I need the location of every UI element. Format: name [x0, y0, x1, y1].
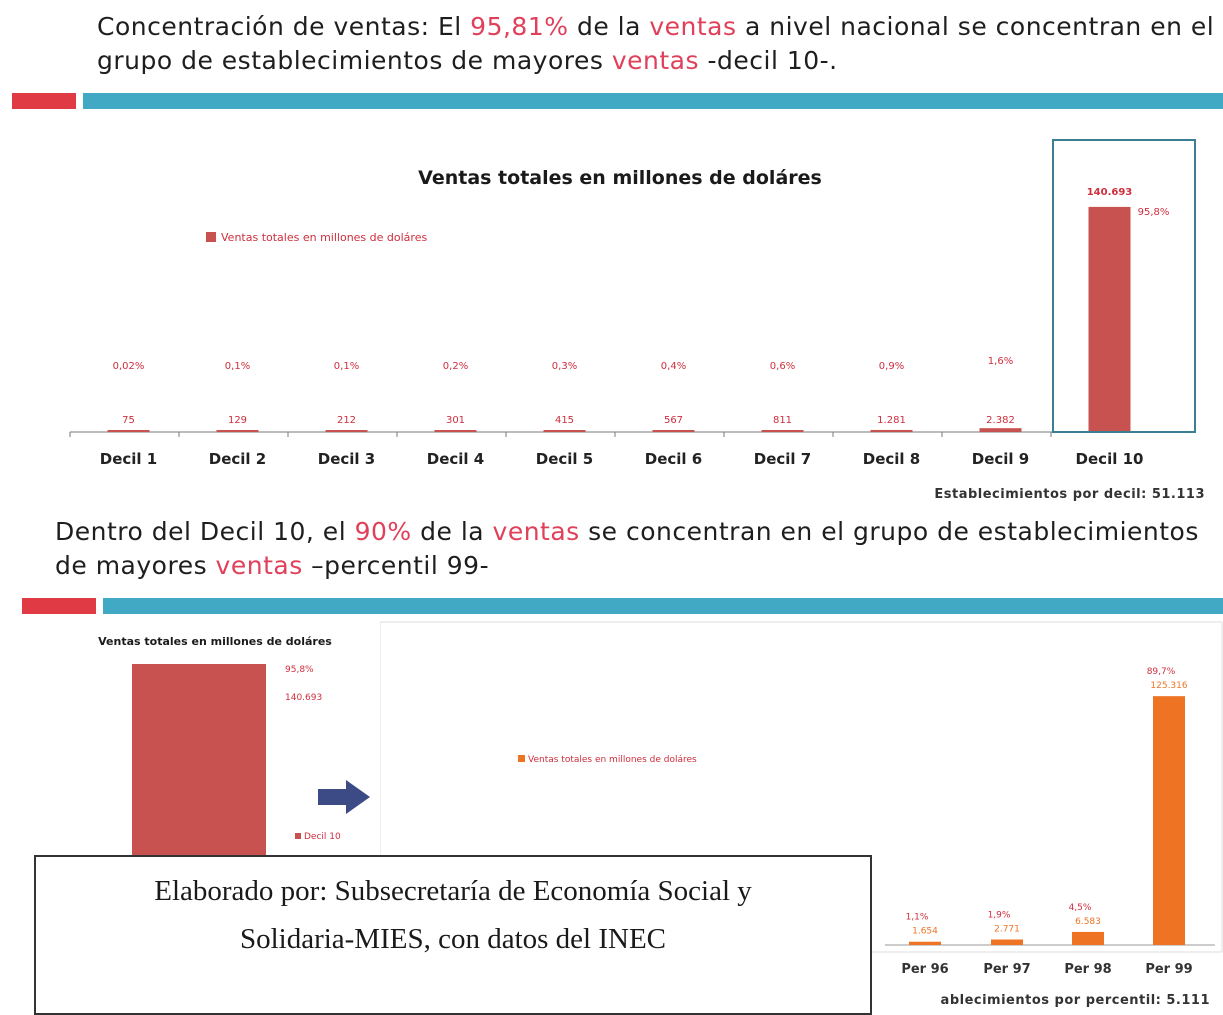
data-label-percent: 0,3%	[552, 361, 577, 372]
bar	[434, 430, 477, 432]
data-label-percent: 0,9%	[879, 361, 904, 372]
bar	[652, 430, 695, 432]
decil10-bar-chart: Ventas totales en millones de doláres 95,…	[98, 635, 341, 860]
footnote: Establecimientos por decil: 51.113	[934, 487, 1205, 502]
x-tick-label: Decil 5	[536, 450, 593, 468]
divider-blue-1	[83, 93, 1223, 109]
bar	[216, 430, 259, 432]
bar	[132, 664, 266, 860]
heading-text: de la	[568, 12, 650, 41]
data-label-value: 140.693	[285, 693, 322, 703]
data-label-percent: 0,4%	[661, 361, 686, 372]
bar	[543, 430, 586, 432]
data-label-percent: 89,7%	[1147, 667, 1176, 677]
data-label-value: 75	[122, 415, 135, 426]
data-label-value: 811	[773, 415, 792, 426]
data-label-percent: 0,1%	[225, 361, 250, 372]
heading-highlight-word: ventas	[611, 46, 700, 75]
legend-label: Decil 10	[304, 832, 341, 842]
bar	[979, 428, 1022, 432]
data-label-value: 212	[337, 415, 356, 426]
credit-line-2: Solidaria-MIES, con datos del INEC	[239, 923, 667, 955]
x-tick-label: Decil 2	[209, 450, 266, 468]
legend-swatch	[518, 755, 525, 762]
data-label-value: 6.583	[1075, 917, 1101, 927]
x-tick-label: Per 99	[1145, 962, 1192, 977]
data-label-percent: 0,02%	[113, 361, 145, 372]
highlight-box	[1052, 139, 1196, 433]
bar	[107, 430, 150, 432]
data-label-value: 125.316	[1150, 681, 1187, 691]
data-label-percent: 1,6%	[988, 356, 1013, 367]
heading-text: a nivel nacional se concentran en el gru…	[97, 12, 1215, 75]
x-tick-label: Decil 10	[1076, 450, 1144, 468]
footnote: ablecimientos por percentil: 5.111	[941, 993, 1210, 1008]
x-tick-label: Decil 9	[972, 450, 1029, 468]
heading-text: se concentran en el grupo de establecimi…	[55, 517, 1199, 580]
bar	[1153, 696, 1185, 945]
credit-line-1: Elaborado por: Subsecretaría de Economía…	[154, 875, 752, 907]
x-tick-label: Decil 6	[645, 450, 702, 468]
data-label-percent: 95,8%	[1138, 207, 1170, 218]
percentiles-bar-chart: Ventas totales en millones de doláres Per…	[380, 621, 1223, 1008]
right-arrow-icon	[318, 780, 370, 814]
credit-box: Elaborado por: Subsecretaría de Economía…	[34, 855, 872, 1015]
heading-deciles: Concentración de ventas: El 95,81% de la…	[97, 10, 1217, 78]
heading-highlight-percent: 90%	[354, 517, 412, 546]
chart-title: Ventas totales en millones de doláres	[418, 167, 822, 189]
heading-text: Dentro del Decil 10, el	[55, 517, 355, 546]
divider-red-2	[22, 598, 96, 614]
data-label-value: 129	[228, 415, 247, 426]
bar	[325, 430, 368, 432]
legend-swatch	[295, 833, 301, 839]
divider-blue-2	[103, 598, 1223, 614]
x-tick-label: Decil 4	[427, 450, 484, 468]
heading-percentiles: Dentro del Decil 10, el 90% de la ventas…	[55, 515, 1205, 583]
x-tick-label: Per 97	[983, 962, 1030, 977]
data-label-value: 2.771	[994, 924, 1020, 934]
heading-text: -decil 10-.	[699, 46, 838, 75]
legend-label: Ventas totales en millones de doláres	[221, 231, 427, 244]
data-label-value: 2.382	[986, 415, 1015, 426]
chart-title: Ventas totales en millones de doláres	[98, 635, 332, 648]
data-label-percent: 0,6%	[770, 361, 795, 372]
data-label-percent: 0,2%	[443, 361, 468, 372]
bar	[1072, 931, 1104, 945]
legend-label: Ventas totales en millones de doláres	[528, 755, 697, 765]
heading-highlight-word: ventas	[649, 12, 737, 41]
bar	[991, 939, 1023, 945]
deciles-bar-chart: Ventas totales en millones de doláres Ven…	[69, 139, 1205, 502]
bar	[761, 430, 804, 432]
data-label-percent: 1,9%	[988, 910, 1011, 920]
data-label-percent: 0,1%	[334, 361, 359, 372]
data-label-value: 567	[664, 415, 683, 426]
credit-text: Elaborado por: Subsecretaría de Economía…	[36, 857, 870, 963]
x-tick-label: Decil 1	[100, 450, 157, 468]
heading-highlight-word: ventas	[215, 551, 303, 580]
heading-highlight-percent: 95,81%	[470, 12, 569, 41]
bar	[1088, 206, 1131, 432]
divider-red-1	[12, 93, 76, 109]
heading-text: –percentil 99-	[302, 551, 490, 580]
x-tick-label: Per 98	[1064, 962, 1111, 977]
x-tick-label: Decil 8	[863, 450, 920, 468]
data-label-value: 140.693	[1087, 187, 1133, 198]
data-label-value: 415	[555, 415, 574, 426]
data-label-percent: 1,1%	[906, 913, 929, 923]
bar	[870, 429, 913, 432]
data-label-value: 1.281	[877, 415, 906, 426]
bar	[909, 941, 941, 945]
data-label-value: 1.654	[912, 927, 938, 937]
x-tick-label: Per 96	[901, 962, 948, 977]
x-tick-label: Decil 3	[318, 450, 375, 468]
heading-text: Concentración de ventas: El	[97, 12, 471, 41]
data-label-percent: 4,5%	[1069, 903, 1092, 913]
x-tick-label: Decil 7	[754, 450, 811, 468]
data-label-value: 301	[446, 415, 465, 426]
heading-text: de la	[411, 517, 493, 546]
legend-swatch	[206, 232, 216, 242]
heading-highlight-word: ventas	[492, 517, 580, 546]
data-label-percent: 95,8%	[285, 665, 314, 675]
